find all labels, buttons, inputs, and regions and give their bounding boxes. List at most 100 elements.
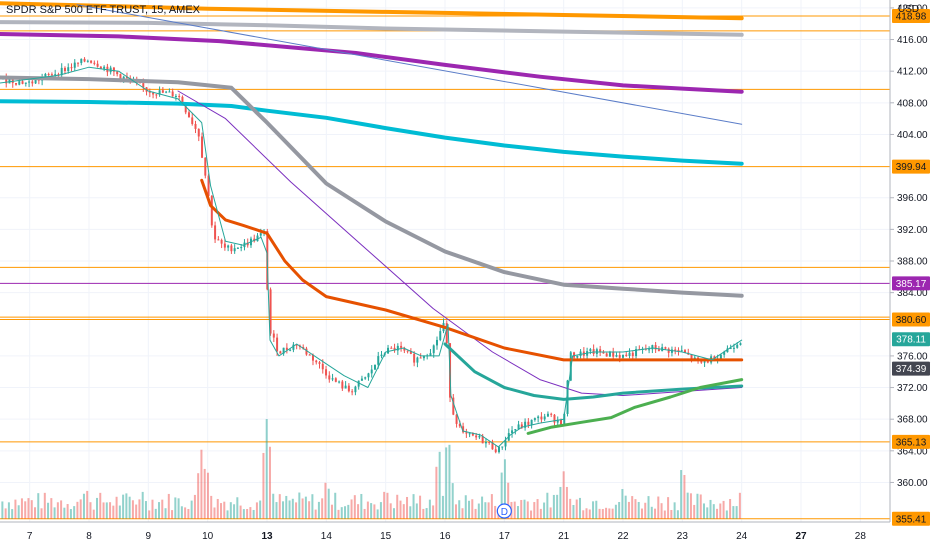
- x-tick-label: 9: [146, 531, 152, 542]
- volume-bar: [588, 509, 591, 519]
- candle-body: [373, 364, 376, 370]
- series-line-cyan-wide: [0, 99, 744, 166]
- volume-bar: [474, 508, 477, 519]
- volume-bar: [27, 498, 30, 519]
- candle-body: [478, 435, 481, 438]
- volume-bar: [357, 504, 360, 519]
- candle-body: [648, 349, 651, 351]
- candle-body: [289, 349, 292, 351]
- candle-body: [34, 79, 37, 84]
- volume-bar: [220, 503, 223, 519]
- volume-bar: [490, 494, 493, 519]
- volume-bar: [667, 497, 670, 519]
- candle-body: [524, 421, 527, 428]
- candle-body: [187, 112, 190, 118]
- candle-body: [325, 369, 328, 376]
- volume-bar: [569, 498, 572, 519]
- y-tick-label: 416.00: [897, 35, 928, 46]
- volume-bar: [432, 505, 435, 519]
- volume-bar: [144, 501, 147, 519]
- candle-body: [625, 354, 628, 356]
- candle-body: [618, 355, 621, 358]
- volume-bar: [709, 499, 712, 519]
- volume-bar: [324, 482, 327, 519]
- price-tag: [892, 159, 930, 174]
- candle-body: [674, 349, 677, 351]
- volume-bar: [17, 505, 20, 519]
- volume-bar: [526, 501, 529, 519]
- volume-bar: [161, 499, 164, 519]
- candle-body: [501, 446, 504, 448]
- volume-bar: [552, 494, 555, 519]
- candle-body: [677, 349, 680, 352]
- candle-body: [622, 354, 624, 358]
- price-tag: [892, 8, 930, 23]
- candle-body: [484, 441, 487, 444]
- volume-bar: [206, 472, 209, 519]
- candle-body: [556, 419, 559, 423]
- volume-bar: [513, 501, 516, 519]
- price-axis[interactable]: [890, 0, 932, 550]
- candle-body: [403, 347, 406, 351]
- dividend-marker[interactable]: [496, 503, 512, 519]
- volume-bar: [471, 499, 474, 519]
- series-line-gray-wide: [0, 75, 744, 298]
- volume-bar: [216, 498, 219, 519]
- candle-body: [573, 352, 576, 358]
- volume-bar: [735, 506, 738, 519]
- volume-bar: [592, 501, 595, 519]
- volume-bar: [47, 502, 50, 519]
- volume-bar: [327, 488, 330, 519]
- volume-bar: [536, 499, 539, 519]
- price-tag: [892, 276, 930, 291]
- volume-bar: [69, 509, 72, 519]
- y-tick-label: 360.00: [897, 478, 928, 489]
- volume-bar: [448, 444, 451, 519]
- candle-body: [161, 90, 164, 93]
- volume-bar: [605, 507, 608, 519]
- candle-body: [520, 424, 523, 428]
- candle-body: [635, 349, 638, 357]
- volume-bar: [308, 501, 311, 519]
- volume-bar: [154, 508, 157, 519]
- volume-bar: [686, 492, 689, 519]
- candle-body: [462, 426, 465, 433]
- candle-body: [615, 355, 618, 357]
- candle-body: [351, 391, 354, 393]
- volume-bar: [20, 498, 23, 519]
- price-tag-label: 355.41: [896, 514, 927, 525]
- candle-body: [279, 351, 282, 354]
- volume-bar: [14, 499, 17, 519]
- candle-body: [651, 345, 654, 350]
- candle-body: [223, 243, 226, 248]
- candle-body: [311, 354, 314, 361]
- volume-bar: [334, 492, 337, 519]
- candle-body: [435, 339, 438, 346]
- candle-body: [546, 413, 549, 417]
- candle-body: [15, 83, 18, 85]
- y-tick-label: 392.00: [897, 225, 928, 236]
- volume-bar: [451, 483, 454, 519]
- volume-bar: [373, 504, 376, 519]
- volume-bar: [60, 500, 63, 519]
- volume-bar: [158, 502, 161, 519]
- volume-bar: [56, 502, 59, 519]
- volume-bar: [598, 508, 601, 519]
- volume-bar: [304, 496, 307, 519]
- candle-body: [63, 67, 66, 72]
- candle-body: [468, 433, 471, 435]
- candle-body: [566, 380, 569, 414]
- volume-bar: [383, 491, 386, 519]
- volume-bar: [314, 509, 317, 519]
- volume-bar: [301, 498, 304, 519]
- candle-body: [370, 369, 373, 374]
- volume-bar: [396, 494, 399, 519]
- volume-bar: [11, 509, 14, 519]
- candle-body: [86, 60, 89, 62]
- candle-body: [90, 60, 93, 63]
- volume-bar: [585, 508, 588, 519]
- candle-body: [608, 351, 611, 357]
- candle-body: [269, 289, 272, 334]
